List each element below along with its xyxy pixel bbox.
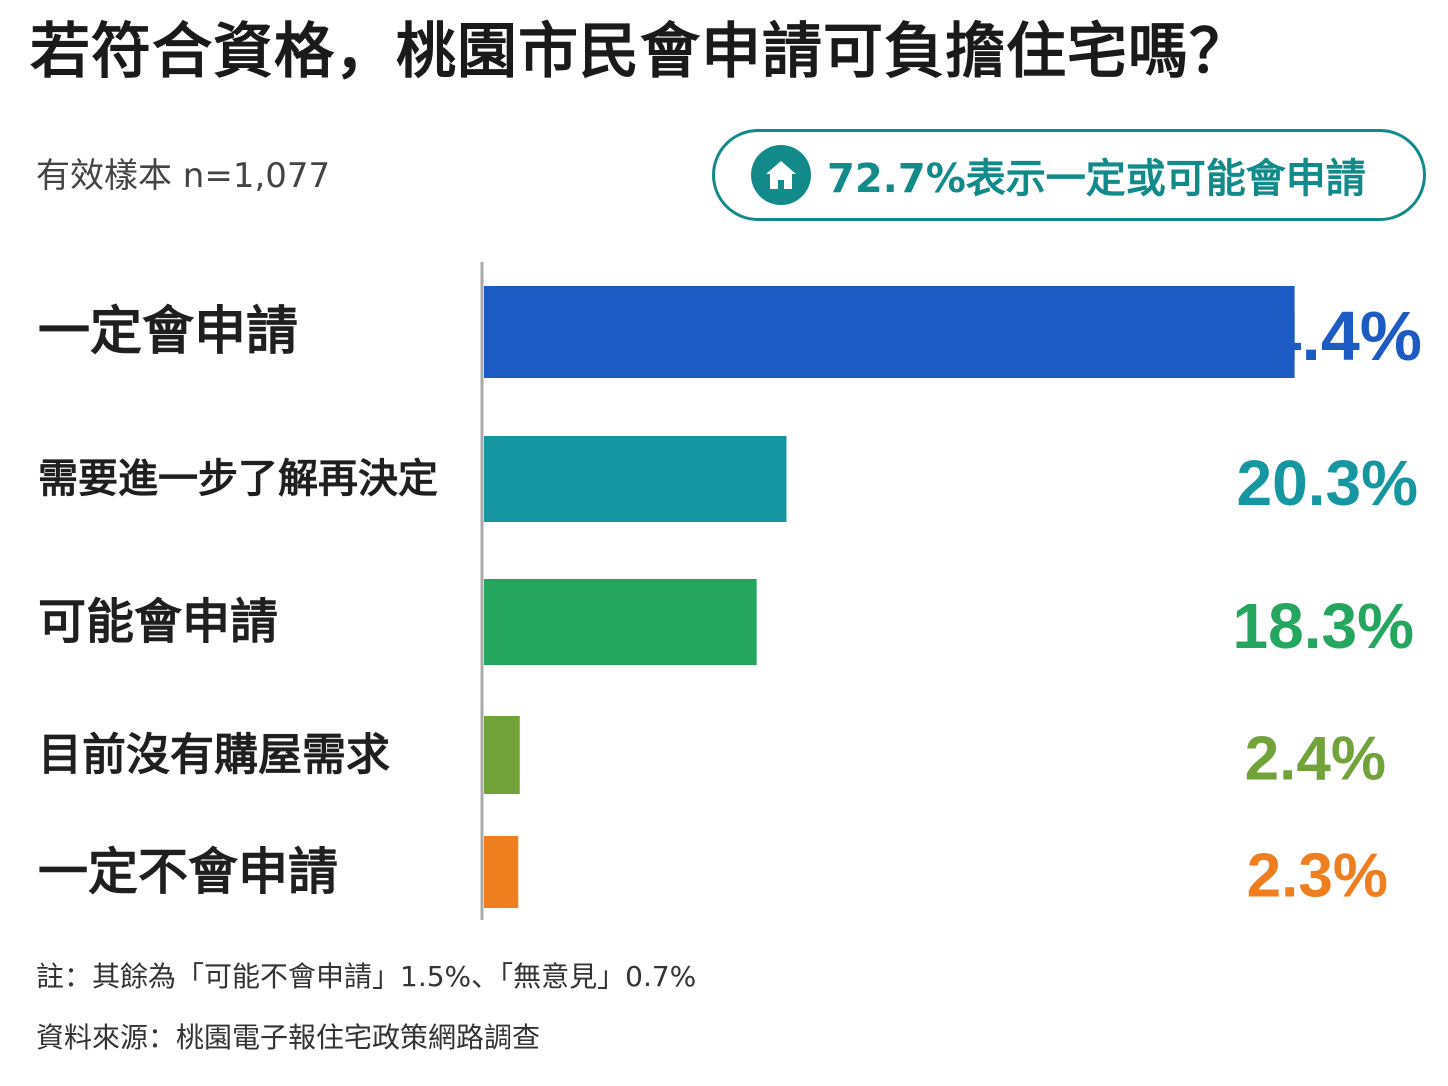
value-label: 20.3% xyxy=(1237,447,1418,519)
category-label: 一定會申請 xyxy=(38,302,298,362)
chart-title: 若符合資格，桃園市民會申請可負擔住宅嗎？ xyxy=(30,17,1250,87)
source-note: 資料來源：桃園電子報住宅政策網路調查 xyxy=(36,1021,541,1054)
value-label: 54.4% xyxy=(1224,297,1422,375)
bar-chart: 一定會申請 54.4% 需要進一步了解再決定 20.3% 可能會申請 18.3% 目前沒有購… xyxy=(38,262,1422,920)
value-label: 2.4% xyxy=(1245,725,1386,794)
category-label: 可能會申請 xyxy=(38,594,278,650)
bar xyxy=(484,716,520,794)
bar xyxy=(484,836,519,908)
house-icon xyxy=(751,145,811,205)
category-label: 一定不會申請 xyxy=(38,843,338,901)
sample-size-label: 有效樣本 n=1,077 xyxy=(36,156,331,196)
value-label: 18.3% xyxy=(1233,590,1414,662)
value-label: 2.3% xyxy=(1247,842,1388,911)
category-label: 目前沒有購屋需求 xyxy=(38,730,390,781)
bar xyxy=(484,286,1295,378)
bar xyxy=(484,436,787,522)
footnote: 註：其餘為「可能不會申請」1.5%、「無意見」0.7% xyxy=(36,960,697,993)
bar xyxy=(484,579,757,665)
summary-badge: 72.7%表示一定或可能會申請 xyxy=(712,129,1426,221)
summary-text: 72.7%表示一定或可能會申請 xyxy=(827,156,1366,202)
category-label: 需要進一步了解再決定 xyxy=(38,456,438,502)
